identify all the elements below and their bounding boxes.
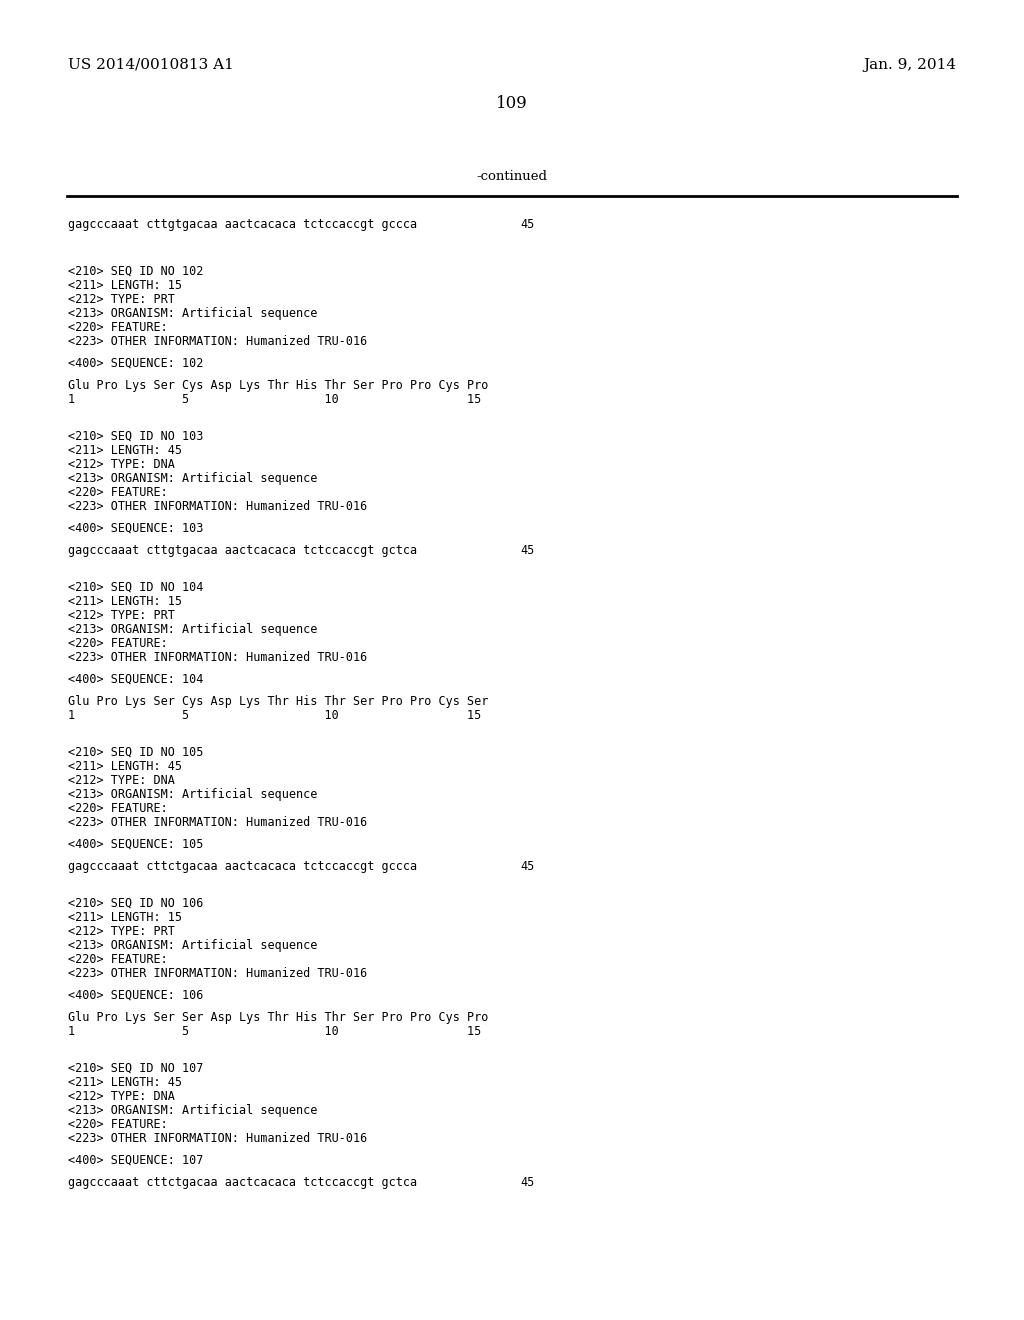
Text: 45: 45 bbox=[520, 861, 535, 873]
Text: <400> SEQUENCE: 103: <400> SEQUENCE: 103 bbox=[68, 521, 204, 535]
Text: gagcccaaat cttctgacaa aactcacaca tctccaccgt gccca: gagcccaaat cttctgacaa aactcacaca tctccac… bbox=[68, 861, 417, 873]
Text: <223> OTHER INFORMATION: Humanized TRU-016: <223> OTHER INFORMATION: Humanized TRU-0… bbox=[68, 500, 368, 513]
Text: <223> OTHER INFORMATION: Humanized TRU-016: <223> OTHER INFORMATION: Humanized TRU-0… bbox=[68, 816, 368, 829]
Text: <211> LENGTH: 15: <211> LENGTH: 15 bbox=[68, 595, 182, 609]
Text: <211> LENGTH: 15: <211> LENGTH: 15 bbox=[68, 279, 182, 292]
Text: <210> SEQ ID NO 104: <210> SEQ ID NO 104 bbox=[68, 581, 204, 594]
Text: <212> TYPE: PRT: <212> TYPE: PRT bbox=[68, 293, 175, 306]
Text: 45: 45 bbox=[520, 218, 535, 231]
Text: Jan. 9, 2014: Jan. 9, 2014 bbox=[863, 58, 956, 73]
Text: <223> OTHER INFORMATION: Humanized TRU-016: <223> OTHER INFORMATION: Humanized TRU-0… bbox=[68, 1133, 368, 1144]
Text: <210> SEQ ID NO 102: <210> SEQ ID NO 102 bbox=[68, 265, 204, 279]
Text: <400> SEQUENCE: 105: <400> SEQUENCE: 105 bbox=[68, 838, 204, 851]
Text: <212> TYPE: PRT: <212> TYPE: PRT bbox=[68, 609, 175, 622]
Text: <210> SEQ ID NO 106: <210> SEQ ID NO 106 bbox=[68, 898, 204, 909]
Text: 109: 109 bbox=[496, 95, 528, 112]
Text: <212> TYPE: DNA: <212> TYPE: DNA bbox=[68, 774, 175, 787]
Text: <400> SEQUENCE: 106: <400> SEQUENCE: 106 bbox=[68, 989, 204, 1002]
Text: gagcccaaat cttgtgacaa aactcacaca tctccaccgt gctca: gagcccaaat cttgtgacaa aactcacaca tctccac… bbox=[68, 544, 417, 557]
Text: <210> SEQ ID NO 103: <210> SEQ ID NO 103 bbox=[68, 430, 204, 444]
Text: 1               5                   10                  15: 1 5 10 15 bbox=[68, 709, 481, 722]
Text: <220> FEATURE:: <220> FEATURE: bbox=[68, 803, 168, 814]
Text: <213> ORGANISM: Artificial sequence: <213> ORGANISM: Artificial sequence bbox=[68, 1104, 317, 1117]
Text: <211> LENGTH: 45: <211> LENGTH: 45 bbox=[68, 760, 182, 774]
Text: <400> SEQUENCE: 107: <400> SEQUENCE: 107 bbox=[68, 1154, 204, 1167]
Text: 45: 45 bbox=[520, 1176, 535, 1189]
Text: <213> ORGANISM: Artificial sequence: <213> ORGANISM: Artificial sequence bbox=[68, 623, 317, 636]
Text: <213> ORGANISM: Artificial sequence: <213> ORGANISM: Artificial sequence bbox=[68, 308, 317, 319]
Text: <223> OTHER INFORMATION: Humanized TRU-016: <223> OTHER INFORMATION: Humanized TRU-0… bbox=[68, 335, 368, 348]
Text: <223> OTHER INFORMATION: Humanized TRU-016: <223> OTHER INFORMATION: Humanized TRU-0… bbox=[68, 651, 368, 664]
Text: <213> ORGANISM: Artificial sequence: <213> ORGANISM: Artificial sequence bbox=[68, 788, 317, 801]
Text: <213> ORGANISM: Artificial sequence: <213> ORGANISM: Artificial sequence bbox=[68, 939, 317, 952]
Text: 1               5                   10                  15: 1 5 10 15 bbox=[68, 1026, 481, 1038]
Text: -continued: -continued bbox=[476, 170, 548, 183]
Text: <220> FEATURE:: <220> FEATURE: bbox=[68, 1118, 168, 1131]
Text: <210> SEQ ID NO 107: <210> SEQ ID NO 107 bbox=[68, 1063, 204, 1074]
Text: <220> FEATURE:: <220> FEATURE: bbox=[68, 486, 168, 499]
Text: <212> TYPE: PRT: <212> TYPE: PRT bbox=[68, 925, 175, 939]
Text: <212> TYPE: DNA: <212> TYPE: DNA bbox=[68, 1090, 175, 1104]
Text: <220> FEATURE:: <220> FEATURE: bbox=[68, 321, 168, 334]
Text: <211> LENGTH: 45: <211> LENGTH: 45 bbox=[68, 444, 182, 457]
Text: <400> SEQUENCE: 102: <400> SEQUENCE: 102 bbox=[68, 356, 204, 370]
Text: 1               5                   10                  15: 1 5 10 15 bbox=[68, 393, 481, 407]
Text: Glu Pro Lys Ser Cys Asp Lys Thr His Thr Ser Pro Pro Cys Ser: Glu Pro Lys Ser Cys Asp Lys Thr His Thr … bbox=[68, 696, 488, 708]
Text: <212> TYPE: DNA: <212> TYPE: DNA bbox=[68, 458, 175, 471]
Text: Glu Pro Lys Ser Cys Asp Lys Thr His Thr Ser Pro Pro Cys Pro: Glu Pro Lys Ser Cys Asp Lys Thr His Thr … bbox=[68, 379, 488, 392]
Text: <211> LENGTH: 15: <211> LENGTH: 15 bbox=[68, 911, 182, 924]
Text: Glu Pro Lys Ser Ser Asp Lys Thr His Thr Ser Pro Pro Cys Pro: Glu Pro Lys Ser Ser Asp Lys Thr His Thr … bbox=[68, 1011, 488, 1024]
Text: <400> SEQUENCE: 104: <400> SEQUENCE: 104 bbox=[68, 673, 204, 686]
Text: gagcccaaat cttgtgacaa aactcacaca tctccaccgt gccca: gagcccaaat cttgtgacaa aactcacaca tctccac… bbox=[68, 218, 417, 231]
Text: gagcccaaat cttctgacaa aactcacaca tctccaccgt gctca: gagcccaaat cttctgacaa aactcacaca tctccac… bbox=[68, 1176, 417, 1189]
Text: <220> FEATURE:: <220> FEATURE: bbox=[68, 638, 168, 649]
Text: 45: 45 bbox=[520, 544, 535, 557]
Text: <220> FEATURE:: <220> FEATURE: bbox=[68, 953, 168, 966]
Text: <213> ORGANISM: Artificial sequence: <213> ORGANISM: Artificial sequence bbox=[68, 473, 317, 484]
Text: <210> SEQ ID NO 105: <210> SEQ ID NO 105 bbox=[68, 746, 204, 759]
Text: <211> LENGTH: 45: <211> LENGTH: 45 bbox=[68, 1076, 182, 1089]
Text: <223> OTHER INFORMATION: Humanized TRU-016: <223> OTHER INFORMATION: Humanized TRU-0… bbox=[68, 968, 368, 979]
Text: US 2014/0010813 A1: US 2014/0010813 A1 bbox=[68, 58, 233, 73]
